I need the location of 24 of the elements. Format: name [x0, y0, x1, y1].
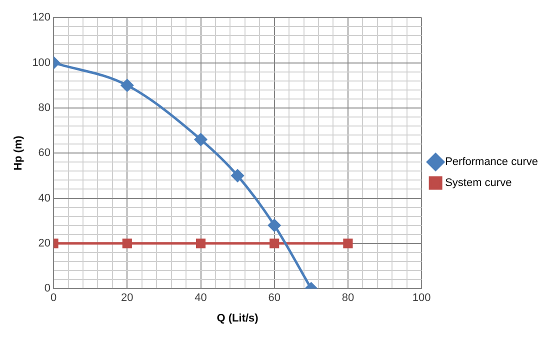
- point: [120, 79, 134, 92]
- x-tick-label: 80: [342, 292, 354, 304]
- x-axis-title: Q (Lit/s): [216, 312, 259, 324]
- x-tick-label: 60: [268, 292, 280, 304]
- point: [270, 238, 280, 248]
- y-axis-title: Hp (m): [12, 135, 25, 171]
- y-tick-label: 60: [38, 147, 51, 160]
- y-tick-label: 100: [32, 56, 51, 69]
- legend-label: System curve: [445, 177, 512, 190]
- y-tick-label: 120: [32, 12, 51, 24]
- legend-label: Performance curve: [445, 156, 538, 168]
- x-tick-label: 40: [194, 292, 207, 304]
- y-tick-label: 0: [44, 282, 51, 295]
- x-tick-label: 100: [412, 292, 431, 304]
- point: [194, 133, 208, 146]
- point: [196, 238, 206, 248]
- y-tick-label: 40: [38, 192, 51, 204]
- y-tick-label: 20: [38, 237, 51, 250]
- point: [343, 238, 353, 248]
- point: [122, 238, 132, 248]
- y-tick-label: 80: [38, 102, 51, 114]
- point: [231, 169, 244, 182]
- point: [268, 219, 281, 232]
- x-tick-label: 20: [121, 292, 134, 304]
